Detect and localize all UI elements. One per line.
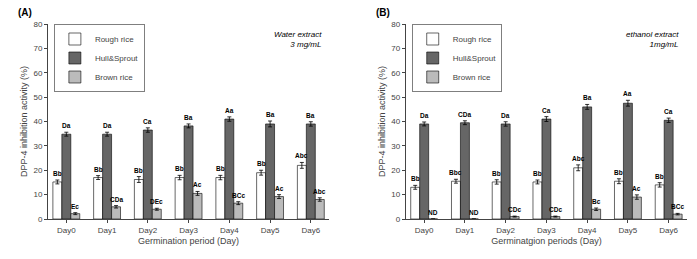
svg-text:Day6: Day6	[301, 226, 320, 235]
svg-text:Rough rice: Rough rice	[453, 35, 492, 44]
svg-text:70: 70	[33, 44, 42, 53]
svg-text:20: 20	[33, 166, 42, 175]
svg-text:80: 80	[391, 20, 400, 29]
svg-text:Germination period (Day): Germination period (Day)	[138, 236, 239, 246]
svg-text:Bb: Bb	[94, 166, 103, 173]
svg-text:ND: ND	[428, 209, 438, 216]
svg-text:Day5: Day5	[619, 226, 638, 235]
svg-text:10: 10	[33, 190, 42, 199]
svg-text:Da: Da	[420, 112, 429, 119]
svg-text:Bb: Bb	[257, 160, 266, 167]
svg-text:Ca: Ca	[143, 118, 152, 125]
svg-text:BCc: BCc	[232, 192, 245, 199]
svg-text:CDc: CDc	[508, 206, 521, 213]
svg-text:Da: Da	[501, 112, 510, 119]
svg-text:80: 80	[33, 20, 42, 29]
svg-text:Bb: Bb	[53, 170, 62, 177]
svg-text:Day1: Day1	[98, 226, 117, 235]
svg-text:0: 0	[396, 215, 401, 224]
svg-text:DEc: DEc	[150, 198, 163, 205]
svg-text:50: 50	[33, 93, 42, 102]
svg-text:CDc: CDc	[549, 206, 562, 213]
svg-text:DPP-4 inhibition activity (%): DPP-4 inhibition activity (%)	[19, 66, 29, 177]
svg-text:Aa: Aa	[225, 107, 234, 114]
svg-text:Day0: Day0	[415, 226, 434, 235]
svg-text:40: 40	[391, 117, 400, 126]
svg-text:Ba: Ba	[306, 112, 315, 119]
svg-text:Day2: Day2	[138, 226, 157, 235]
svg-text:Bb: Bb	[411, 175, 420, 182]
svg-text:Abc: Abc	[572, 155, 585, 162]
svg-text:30: 30	[33, 142, 42, 151]
svg-text:0: 0	[38, 215, 43, 224]
svg-text:Bbc: Bbc	[449, 169, 462, 176]
svg-text:60: 60	[33, 69, 42, 78]
svg-text:Bb: Bb	[614, 169, 623, 176]
svg-text:Day6: Day6	[659, 226, 678, 235]
svg-text:Bb: Bb	[175, 165, 184, 172]
svg-text:(B): (B)	[376, 7, 390, 18]
svg-text:Day2: Day2	[496, 226, 515, 235]
svg-text:10: 10	[391, 190, 400, 199]
svg-text:Day3: Day3	[179, 226, 198, 235]
svg-text:Bb: Bb	[655, 173, 664, 180]
svg-text:Ca: Ca	[542, 107, 551, 114]
svg-text:Ec: Ec	[71, 203, 79, 210]
svg-text:70: 70	[391, 44, 400, 53]
svg-text:Germinatgion periods (Day): Germinatgion periods (Day)	[491, 236, 602, 246]
svg-text:50: 50	[391, 93, 400, 102]
svg-text:Da: Da	[103, 122, 112, 129]
svg-text:Bb: Bb	[216, 165, 225, 172]
svg-text:CDa: CDa	[458, 111, 471, 118]
svg-text:20: 20	[391, 166, 400, 175]
svg-text:(A): (A)	[18, 7, 32, 18]
svg-text:BCc: BCc	[671, 203, 684, 210]
svg-text:Abc: Abc	[313, 188, 326, 195]
svg-text:Rough rice: Rough rice	[95, 35, 134, 44]
svg-text:Hull&Sprout: Hull&Sprout	[453, 54, 496, 63]
svg-text:ND: ND	[469, 209, 479, 216]
svg-text:Day4: Day4	[578, 226, 597, 235]
svg-text:40: 40	[33, 117, 42, 126]
svg-text:Hull&Sprout: Hull&Sprout	[95, 54, 138, 63]
svg-text:Day5: Day5	[261, 226, 280, 235]
svg-text:Ba: Ba	[583, 94, 592, 101]
svg-text:Bb: Bb	[492, 170, 501, 177]
svg-text:Da: Da	[62, 122, 71, 129]
svg-text:DPP-4 inhibition activity (%): DPP-4 inhibition activity (%)	[377, 66, 387, 177]
svg-text:60: 60	[391, 69, 400, 78]
svg-text:Ac: Ac	[632, 185, 641, 192]
svg-text:ethanol extract1mg/mL: ethanol extract1mg/mL	[626, 30, 679, 49]
svg-text:Bb: Bb	[533, 170, 542, 177]
svg-text:Water extract3 mg/mL: Water extract3 mg/mL	[274, 30, 322, 49]
svg-text:Ba: Ba	[266, 111, 275, 118]
svg-text:Brown rice: Brown rice	[453, 73, 491, 82]
svg-text:Aa: Aa	[623, 90, 632, 97]
svg-text:Ba: Ba	[184, 114, 193, 121]
svg-text:Ac: Ac	[275, 185, 284, 192]
svg-text:Brown rice: Brown rice	[95, 73, 133, 82]
svg-text:Ac: Ac	[193, 181, 202, 188]
svg-text:Bb: Bb	[134, 167, 143, 174]
svg-text:Day3: Day3	[537, 226, 556, 235]
svg-text:Day1: Day1	[456, 226, 475, 235]
svg-text:Day0: Day0	[57, 226, 76, 235]
svg-text:30: 30	[391, 142, 400, 151]
svg-text:Ca: Ca	[664, 108, 673, 115]
svg-text:CDa: CDa	[110, 196, 123, 203]
svg-text:Abc: Abc	[295, 152, 308, 159]
svg-text:Bc: Bc	[592, 198, 601, 205]
svg-text:Day4: Day4	[220, 226, 239, 235]
